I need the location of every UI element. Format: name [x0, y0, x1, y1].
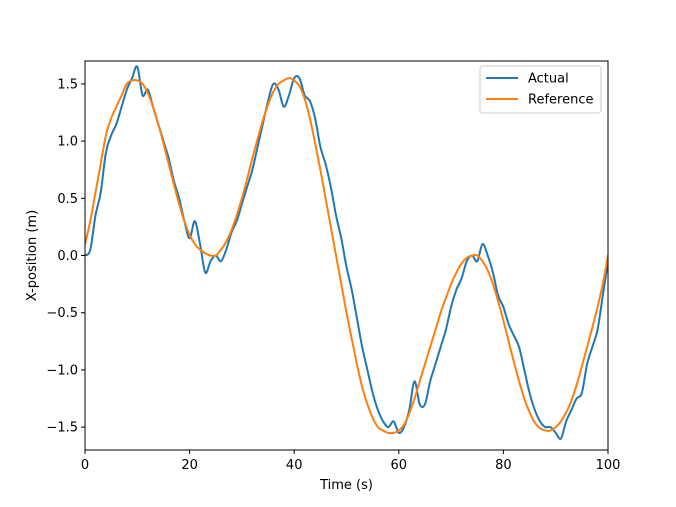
x-tick-label: 80 — [495, 458, 512, 473]
x-tick-label: 100 — [596, 458, 621, 473]
y-tick-label: −0.5 — [46, 306, 78, 321]
series-line-reference — [85, 77, 608, 435]
y-tick-label: 0.0 — [57, 249, 78, 264]
series-layer — [85, 65, 608, 440]
y-tick-label: 0.5 — [57, 192, 78, 207]
series-line-actual — [85, 65, 608, 440]
x-tick-label: 60 — [391, 458, 408, 473]
x-tick-label: 40 — [286, 458, 303, 473]
y-tick-label: 1.0 — [57, 135, 78, 150]
y-axis-ticks: −1.5 −1.0 −0.5 0.0 0.5 1.0 1.5 — [46, 77, 85, 436]
x-axis-ticks: 0 20 40 60 80 100 — [81, 450, 621, 473]
y-tick-label: −1.5 — [46, 421, 78, 436]
x-tick-label: 20 — [181, 458, 198, 473]
x-tick-label: 0 — [81, 458, 89, 473]
legend-label-actual: Actual — [528, 72, 569, 87]
y-axis-label: X-position (m) — [25, 210, 40, 301]
x-axis-label: Time (s) — [319, 478, 373, 493]
legend: Actual Reference — [479, 65, 602, 114]
y-tick-label: −1.0 — [46, 363, 78, 378]
legend-label-reference: Reference — [528, 93, 593, 108]
y-tick-label: 1.5 — [57, 77, 78, 92]
